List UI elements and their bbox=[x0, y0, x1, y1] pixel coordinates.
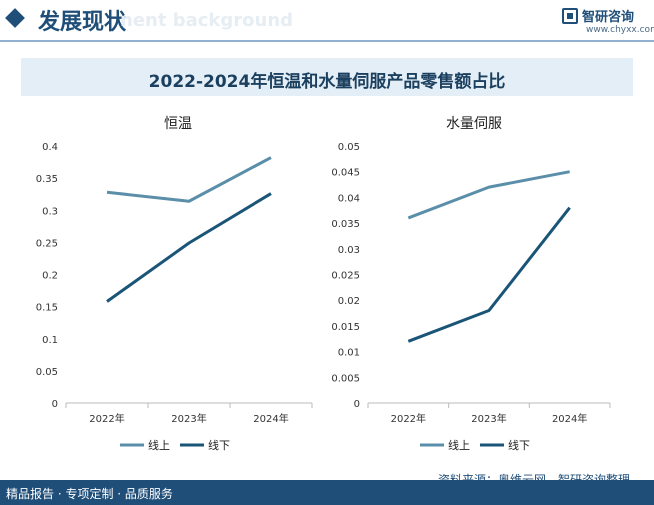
x-tick-label: 2024年 bbox=[253, 412, 288, 425]
legend-label: 线下 bbox=[208, 438, 230, 452]
series-line-offline bbox=[106, 192, 272, 303]
y-tick-label: 0.035 bbox=[331, 219, 360, 230]
x-tick-label: 2022年 bbox=[89, 412, 124, 425]
y-tick-label: 0.045 bbox=[331, 168, 360, 179]
brand-logo: 智研咨询 bbox=[562, 6, 634, 25]
y-tick-label: 0.04 bbox=[338, 193, 360, 204]
y-tick-label: 0.005 bbox=[331, 373, 360, 384]
y-tick-label: 0.3 bbox=[42, 206, 58, 217]
chart-title-bar: 2022-2024年恒温和水量伺服产品零售额占比 bbox=[21, 58, 633, 96]
chart-title: 2022-2024年恒温和水量伺服产品零售额占比 bbox=[148, 72, 506, 92]
y-tick-label: 0.05 bbox=[36, 367, 58, 378]
subplot-title: 恒温 bbox=[164, 116, 192, 132]
series-line-offline bbox=[407, 206, 571, 343]
legend-label: 线上 bbox=[448, 438, 470, 452]
y-tick-label: 0.015 bbox=[331, 322, 360, 333]
y-tick-label: 0 bbox=[354, 399, 360, 410]
y-tick-label: 0.15 bbox=[36, 303, 58, 314]
page-title: 发展现状 bbox=[38, 10, 127, 35]
y-tick-label: 0 bbox=[52, 399, 58, 410]
x-tick-label: 2023年 bbox=[171, 412, 206, 425]
y-tick-label: 0.025 bbox=[331, 271, 360, 282]
y-tick-label: 0.01 bbox=[338, 348, 360, 359]
y-tick-label: 0.25 bbox=[36, 238, 58, 249]
x-tick-label: 2023年 bbox=[471, 412, 506, 425]
footer-tagline: 精品报告 · 专项定制 · 品质服务 bbox=[6, 487, 173, 501]
footer-bar: 精品报告 · 专项定制 · 品质服务 bbox=[0, 480, 654, 505]
header-divider bbox=[0, 40, 654, 42]
y-tick-label: 0.2 bbox=[42, 271, 58, 282]
y-tick-label: 0.02 bbox=[338, 296, 360, 307]
logo-name: 智研咨询 bbox=[582, 10, 635, 25]
legend-label: 线下 bbox=[508, 438, 530, 452]
legend-label: 线上 bbox=[148, 438, 170, 452]
y-tick-label: 0.4 bbox=[42, 142, 58, 153]
series-line-online bbox=[407, 170, 570, 220]
y-tick-label: 0.1 bbox=[42, 335, 58, 346]
watermark-text: nent background bbox=[120, 10, 294, 31]
y-tick-label: 0.05 bbox=[338, 142, 360, 153]
y-tick-label: 0.03 bbox=[338, 245, 360, 256]
x-tick-label: 2022年 bbox=[391, 412, 426, 425]
logo-url: www.chyxx.com bbox=[586, 25, 654, 35]
series-line-online bbox=[106, 156, 272, 203]
y-tick-label: 0.35 bbox=[36, 174, 58, 185]
subplot-title: 水量伺服 bbox=[446, 116, 502, 132]
logo-icon bbox=[562, 7, 578, 24]
x-tick-label: 2024年 bbox=[552, 412, 587, 425]
header: 发展现状 nent background 智研咨询 www.chyxx.com bbox=[0, 0, 654, 44]
